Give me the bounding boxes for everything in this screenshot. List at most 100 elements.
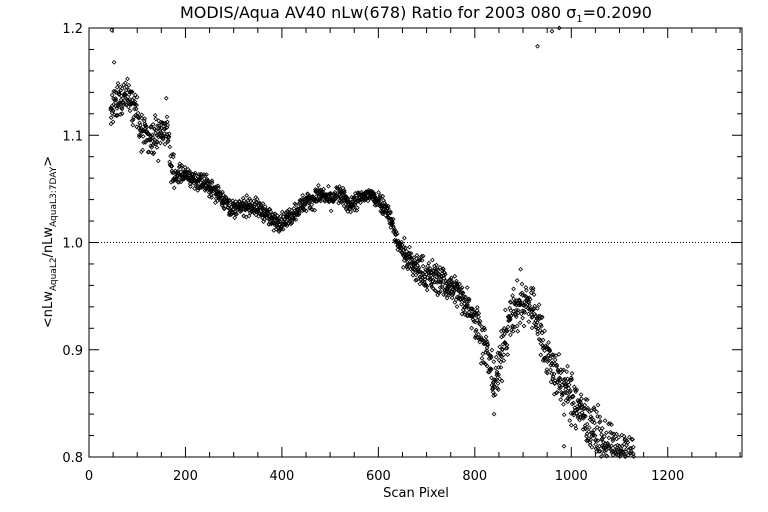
data-point — [476, 310, 482, 316]
data-point — [586, 436, 592, 442]
data-point — [156, 118, 162, 124]
data-point — [163, 95, 169, 101]
data-point — [520, 302, 526, 308]
data-point — [407, 244, 412, 250]
data-point — [561, 412, 567, 418]
y-tick-label: 0.9 — [62, 344, 83, 359]
data-point — [281, 211, 287, 217]
data-point — [420, 263, 426, 269]
data-point — [123, 92, 128, 98]
data-point — [171, 151, 177, 157]
data-point — [567, 389, 573, 395]
data-point — [217, 190, 223, 195]
data-point — [573, 426, 579, 431]
data-point — [593, 442, 599, 447]
data-point — [483, 349, 489, 355]
data-point — [497, 344, 503, 350]
data-point — [561, 367, 566, 373]
data-point — [452, 288, 458, 293]
data-point — [115, 81, 121, 86]
data-point — [544, 344, 550, 350]
data-point — [260, 215, 265, 221]
data-point — [201, 179, 206, 185]
data-point — [150, 121, 156, 127]
data-point — [537, 328, 543, 333]
data-point — [460, 290, 466, 295]
data-point — [380, 210, 386, 215]
data-point — [579, 396, 584, 402]
data-point — [617, 454, 623, 459]
data-point — [345, 209, 351, 214]
data-point — [113, 97, 119, 103]
data-point — [480, 351, 486, 357]
data-point — [585, 405, 591, 411]
data-point — [551, 352, 556, 358]
data-point — [606, 435, 612, 441]
data-point — [209, 178, 215, 184]
x-tick-label: 1200 — [651, 469, 684, 484]
data-point — [518, 291, 524, 297]
data-point — [246, 213, 252, 219]
data-point — [474, 308, 480, 313]
data-point — [223, 195, 229, 201]
data-point — [400, 264, 406, 270]
data-point — [442, 271, 448, 277]
data-point — [182, 165, 188, 170]
data-point — [596, 449, 602, 454]
data-point — [504, 345, 510, 351]
data-point — [411, 255, 417, 260]
data-point — [372, 192, 377, 197]
data-point — [168, 179, 174, 185]
data-point — [619, 432, 625, 438]
data-point — [473, 327, 479, 333]
data-point — [435, 267, 441, 273]
data-point — [459, 285, 465, 290]
data-point — [158, 129, 164, 135]
data-point — [128, 89, 134, 95]
data-point — [276, 222, 282, 227]
data-point — [158, 140, 163, 146]
data-point — [385, 205, 391, 211]
data-point — [328, 191, 334, 196]
data-point — [153, 116, 159, 122]
data-point — [404, 249, 409, 254]
data-point — [130, 122, 136, 128]
data-point — [254, 196, 260, 202]
data-point — [624, 446, 629, 452]
data-point — [469, 306, 475, 311]
data-point — [132, 92, 138, 98]
data-point — [466, 296, 471, 302]
data-point — [521, 323, 527, 329]
data-point — [586, 429, 592, 435]
data-point — [474, 311, 480, 317]
data-point — [114, 112, 119, 118]
data-point — [420, 253, 426, 259]
data-point — [226, 198, 232, 203]
data-point — [119, 105, 125, 111]
data-point — [302, 203, 308, 208]
data-point — [499, 334, 504, 340]
data-point — [272, 222, 278, 228]
data-point — [192, 170, 198, 176]
data-point — [226, 203, 232, 208]
data-point — [139, 129, 145, 134]
data-point — [234, 211, 239, 217]
data-point — [433, 288, 439, 294]
data-point — [514, 323, 520, 329]
data-point — [589, 444, 595, 450]
data-point — [170, 170, 175, 176]
data-point — [621, 441, 627, 447]
data-point — [134, 102, 139, 108]
data-point — [606, 421, 611, 427]
data-point — [230, 210, 236, 216]
data-point — [575, 407, 580, 413]
data-point — [594, 424, 600, 430]
data-point — [162, 131, 167, 136]
data-point — [562, 380, 567, 386]
data-point — [215, 195, 221, 200]
data-point — [309, 202, 315, 208]
data-point — [127, 108, 133, 114]
data-point — [597, 448, 603, 454]
data-point — [591, 405, 597, 410]
data-point — [488, 354, 494, 359]
